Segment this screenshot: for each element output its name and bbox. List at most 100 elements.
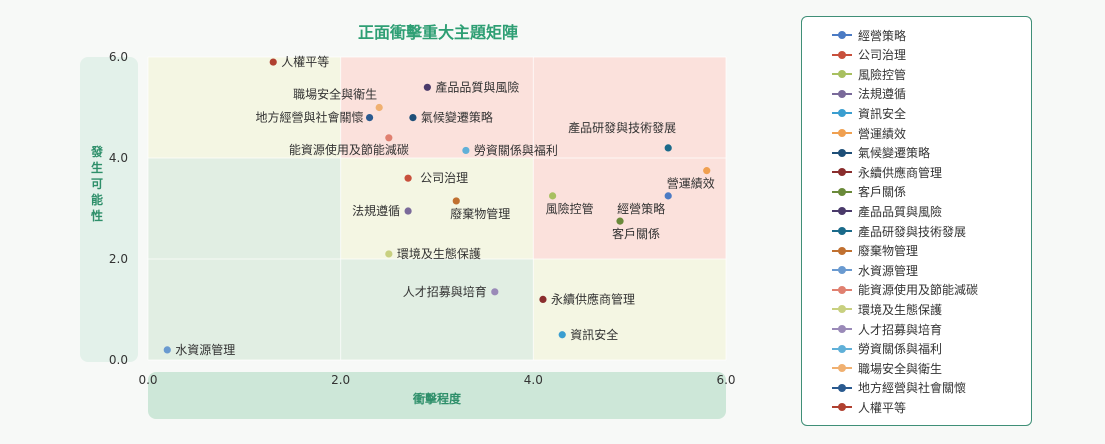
- legend-item: 氣候變遷策略: [832, 144, 930, 162]
- legend-label: 勞資關係與福利: [858, 342, 943, 357]
- point-label: 經營策略: [617, 201, 665, 216]
- legend-marker: [832, 344, 852, 353]
- point-label: 永續供應商管理: [551, 291, 635, 306]
- data-point: [365, 114, 374, 122]
- data-point: [404, 207, 412, 215]
- point-label: 人權平等: [281, 55, 329, 69]
- legend-item: 公司治理: [832, 46, 906, 64]
- x-tick-label: 4.0: [524, 373, 543, 387]
- quadrant-cell: [533, 57, 726, 158]
- legend-item: 產品研發與技術發展: [832, 222, 966, 240]
- legend-item: 經營策略: [832, 26, 906, 44]
- y-axis-band-rect: [80, 57, 138, 362]
- point-label: 廢棄物管理: [450, 206, 510, 221]
- legend-label: 法規遵循: [858, 87, 907, 102]
- legend-marker: [832, 305, 852, 314]
- legend-label: 能資源使用及節能減碳: [858, 283, 979, 298]
- legend-marker: [832, 187, 852, 196]
- legend-item: 客戶關係: [832, 183, 906, 201]
- point-label: 客戶關係: [612, 226, 660, 241]
- data-point: [452, 197, 460, 205]
- y-tick-label: 6.0: [109, 50, 128, 64]
- legend-marker: [832, 168, 852, 177]
- x-axis-label: 衝擊程度: [412, 391, 462, 406]
- legend-marker: [832, 227, 852, 235]
- quadrant-cell: [340, 57, 534, 158]
- x-tick-label: 0.0: [138, 373, 157, 387]
- legend-label: 永續供應商管理: [858, 165, 943, 180]
- legend-label: 資訊安全: [858, 106, 907, 121]
- quadrant-cell: [148, 158, 341, 259]
- legend-item: 永續供應商管理: [832, 163, 942, 181]
- legend-marker: [832, 383, 852, 392]
- y-axis-label-char: 可: [91, 177, 103, 191]
- data-point: [385, 134, 393, 142]
- legend-label: 氣候變遷策略: [858, 146, 931, 161]
- legend-marker: [832, 70, 852, 79]
- data-point: [616, 217, 624, 225]
- chart-title: 正面衝擊重大主題矩陣: [358, 23, 518, 42]
- legend-marker: [832, 364, 852, 373]
- data-point: [703, 167, 711, 175]
- legend-item: 水資源管理: [832, 261, 918, 279]
- legend-marker: [832, 207, 852, 216]
- legend-marker: [832, 246, 852, 255]
- legend-item: 人才招募與培育: [832, 320, 942, 338]
- legend-label: 營運績效: [858, 126, 907, 141]
- legend-marker: [832, 31, 852, 39]
- data-point: [491, 288, 499, 296]
- y-axis-label-char: 發: [90, 144, 104, 159]
- legend-item: 法規遵循: [832, 85, 906, 103]
- point-label: 氣候變遷策略: [421, 110, 493, 125]
- legend-label: 水資源管理: [858, 263, 919, 278]
- quadrant-cell: [340, 259, 534, 360]
- legend-label: 產品品質與風險: [858, 204, 943, 219]
- data-point: [409, 114, 417, 122]
- legend-marker: [832, 129, 852, 137]
- x-tick-label: 6.0: [716, 373, 735, 387]
- legend-marker: [832, 89, 852, 98]
- point-label: 風險控管: [546, 201, 594, 216]
- y-axis-label-char: 性: [90, 208, 103, 223]
- legend-item: 產品品質與風險: [832, 202, 942, 220]
- gridlines: [147, 56, 727, 361]
- data-point: [539, 295, 547, 303]
- legend-marker: [832, 109, 852, 118]
- point-label: 產品品質與風險: [435, 79, 519, 94]
- legend-item: 人權平等: [832, 398, 906, 416]
- legend: 經營策略公司治理 風險控管法規遵循資訊安全營運績效氣候變遷策略 永續供應商管理 客戶關…: [801, 16, 1032, 426]
- x-axis-band: [148, 372, 726, 419]
- x-axis-band-rect: [148, 372, 726, 419]
- point-label: 環境及生態保護: [397, 246, 481, 261]
- legend-label: 環境及生態保護: [858, 302, 943, 317]
- quadrant-cell: [533, 259, 726, 360]
- data-point: [664, 144, 672, 152]
- data-point: [385, 250, 393, 258]
- point-label: 公司治理: [420, 171, 468, 185]
- y-tick-label: 2.0: [109, 252, 128, 266]
- legend-item: 資訊安全: [832, 104, 906, 122]
- point-label: 法規遵循: [352, 203, 400, 218]
- data-point: [462, 146, 470, 155]
- legend-item: 地方經營與社會關懷: [832, 379, 966, 397]
- data-point: [163, 346, 171, 354]
- legend-item: 職場安全與衛生: [832, 359, 942, 377]
- point-label: 人才招募與培育: [403, 284, 487, 299]
- point-label: 地方經營與社會關懷: [256, 110, 364, 125]
- legend-marker: [832, 325, 852, 333]
- legend-label: 地方經營與社會關懷: [858, 381, 967, 396]
- quadrant-backgrounds: [148, 57, 726, 360]
- legend-marker: [832, 403, 852, 412]
- legend-marker: [832, 266, 852, 275]
- legend-label: 職場安全與衛生: [858, 361, 943, 376]
- y-axis-label-char: 生: [91, 160, 103, 175]
- y-axis-band: [80, 57, 138, 362]
- axis-ticks: 0.0 2.0 4.0 6.0 0.0 2.0 4.0 6.0: [109, 50, 736, 387]
- y-tick-label: 4.0: [109, 151, 128, 165]
- legend-label: 客戶關係: [858, 185, 907, 200]
- legend-item: 風險控管: [832, 65, 906, 83]
